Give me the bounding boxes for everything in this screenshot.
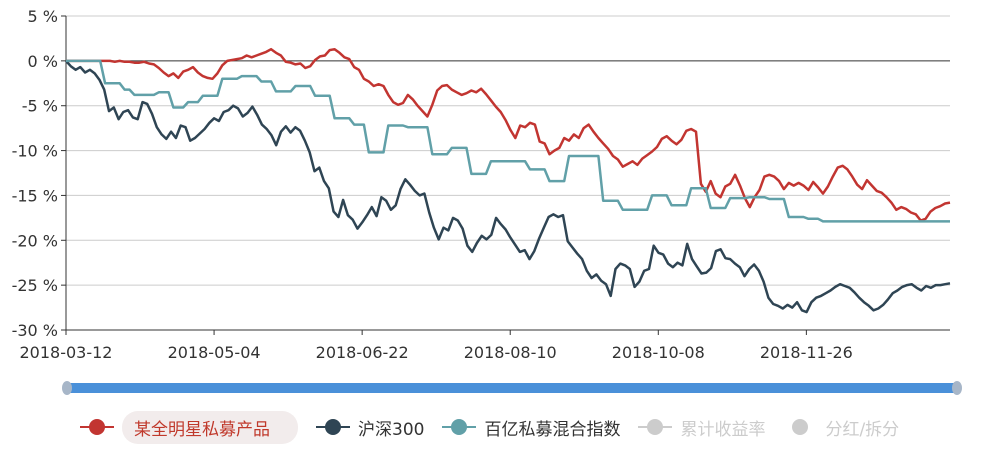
y-tick-label: -25 % bbox=[12, 276, 58, 295]
y-tick-label: -20 % bbox=[12, 231, 58, 250]
legend-line-dot-icon bbox=[442, 417, 477, 437]
y-tick-label: -5 % bbox=[22, 97, 58, 116]
legend-line-dot-icon bbox=[638, 417, 673, 437]
legend-item-cumulative-return[interactable]: 累计收益率 bbox=[638, 415, 765, 440]
series-line-0 bbox=[66, 47, 951, 222]
y-tick-label: 5 % bbox=[28, 7, 58, 26]
data-zoom-left-handle[interactable] bbox=[62, 381, 72, 395]
legend-item-hybrid-index[interactable]: 百亿私募混合指数 bbox=[442, 415, 620, 440]
series-line-1 bbox=[65, 60, 951, 314]
series-line-2 bbox=[66, 59, 950, 223]
legend-item-private-fund[interactable]: 某全明星私募产品 bbox=[80, 410, 298, 444]
x-tick-label: 2018-11-26 bbox=[760, 343, 853, 362]
x-tick-label: 2018-06-22 bbox=[316, 343, 409, 362]
legend: 某全明星私募产品 沪深300 百亿私募混合指数 累计收益率 分红/拆分 bbox=[80, 410, 917, 444]
y-tick-label: -30 % bbox=[12, 321, 58, 340]
x-tick-label: 2018-05-04 bbox=[168, 343, 261, 362]
legend-line-dot-icon bbox=[80, 417, 114, 437]
legend-dot-icon bbox=[783, 417, 817, 437]
legend-label: 某全明星私募产品 bbox=[122, 410, 298, 444]
y-tick-label: -15 % bbox=[12, 186, 58, 205]
legend-label: 累计收益率 bbox=[680, 419, 766, 440]
y-tick-label: -10 % bbox=[12, 142, 58, 161]
x-tick-label: 2018-10-08 bbox=[612, 343, 705, 362]
data-zoom-right-handle[interactable] bbox=[952, 381, 962, 395]
legend-label: 沪深300 bbox=[358, 419, 425, 440]
legend-line-dot-icon bbox=[316, 417, 350, 437]
legend-label: 分红/拆分 bbox=[825, 419, 900, 440]
legend-label: 百亿私募混合指数 bbox=[484, 419, 621, 440]
x-tick-label: 2018-08-10 bbox=[464, 343, 557, 362]
legend-item-csi300[interactable]: 沪深300 bbox=[316, 415, 424, 440]
y-tick-label: 0 % bbox=[28, 52, 58, 71]
legend-item-dividend-split[interactable]: 分红/拆分 bbox=[783, 415, 899, 440]
data-zoom-track[interactable] bbox=[66, 383, 958, 393]
x-tick-label: 2018-03-12 bbox=[20, 343, 113, 362]
data-zoom-slider[interactable] bbox=[62, 381, 962, 395]
